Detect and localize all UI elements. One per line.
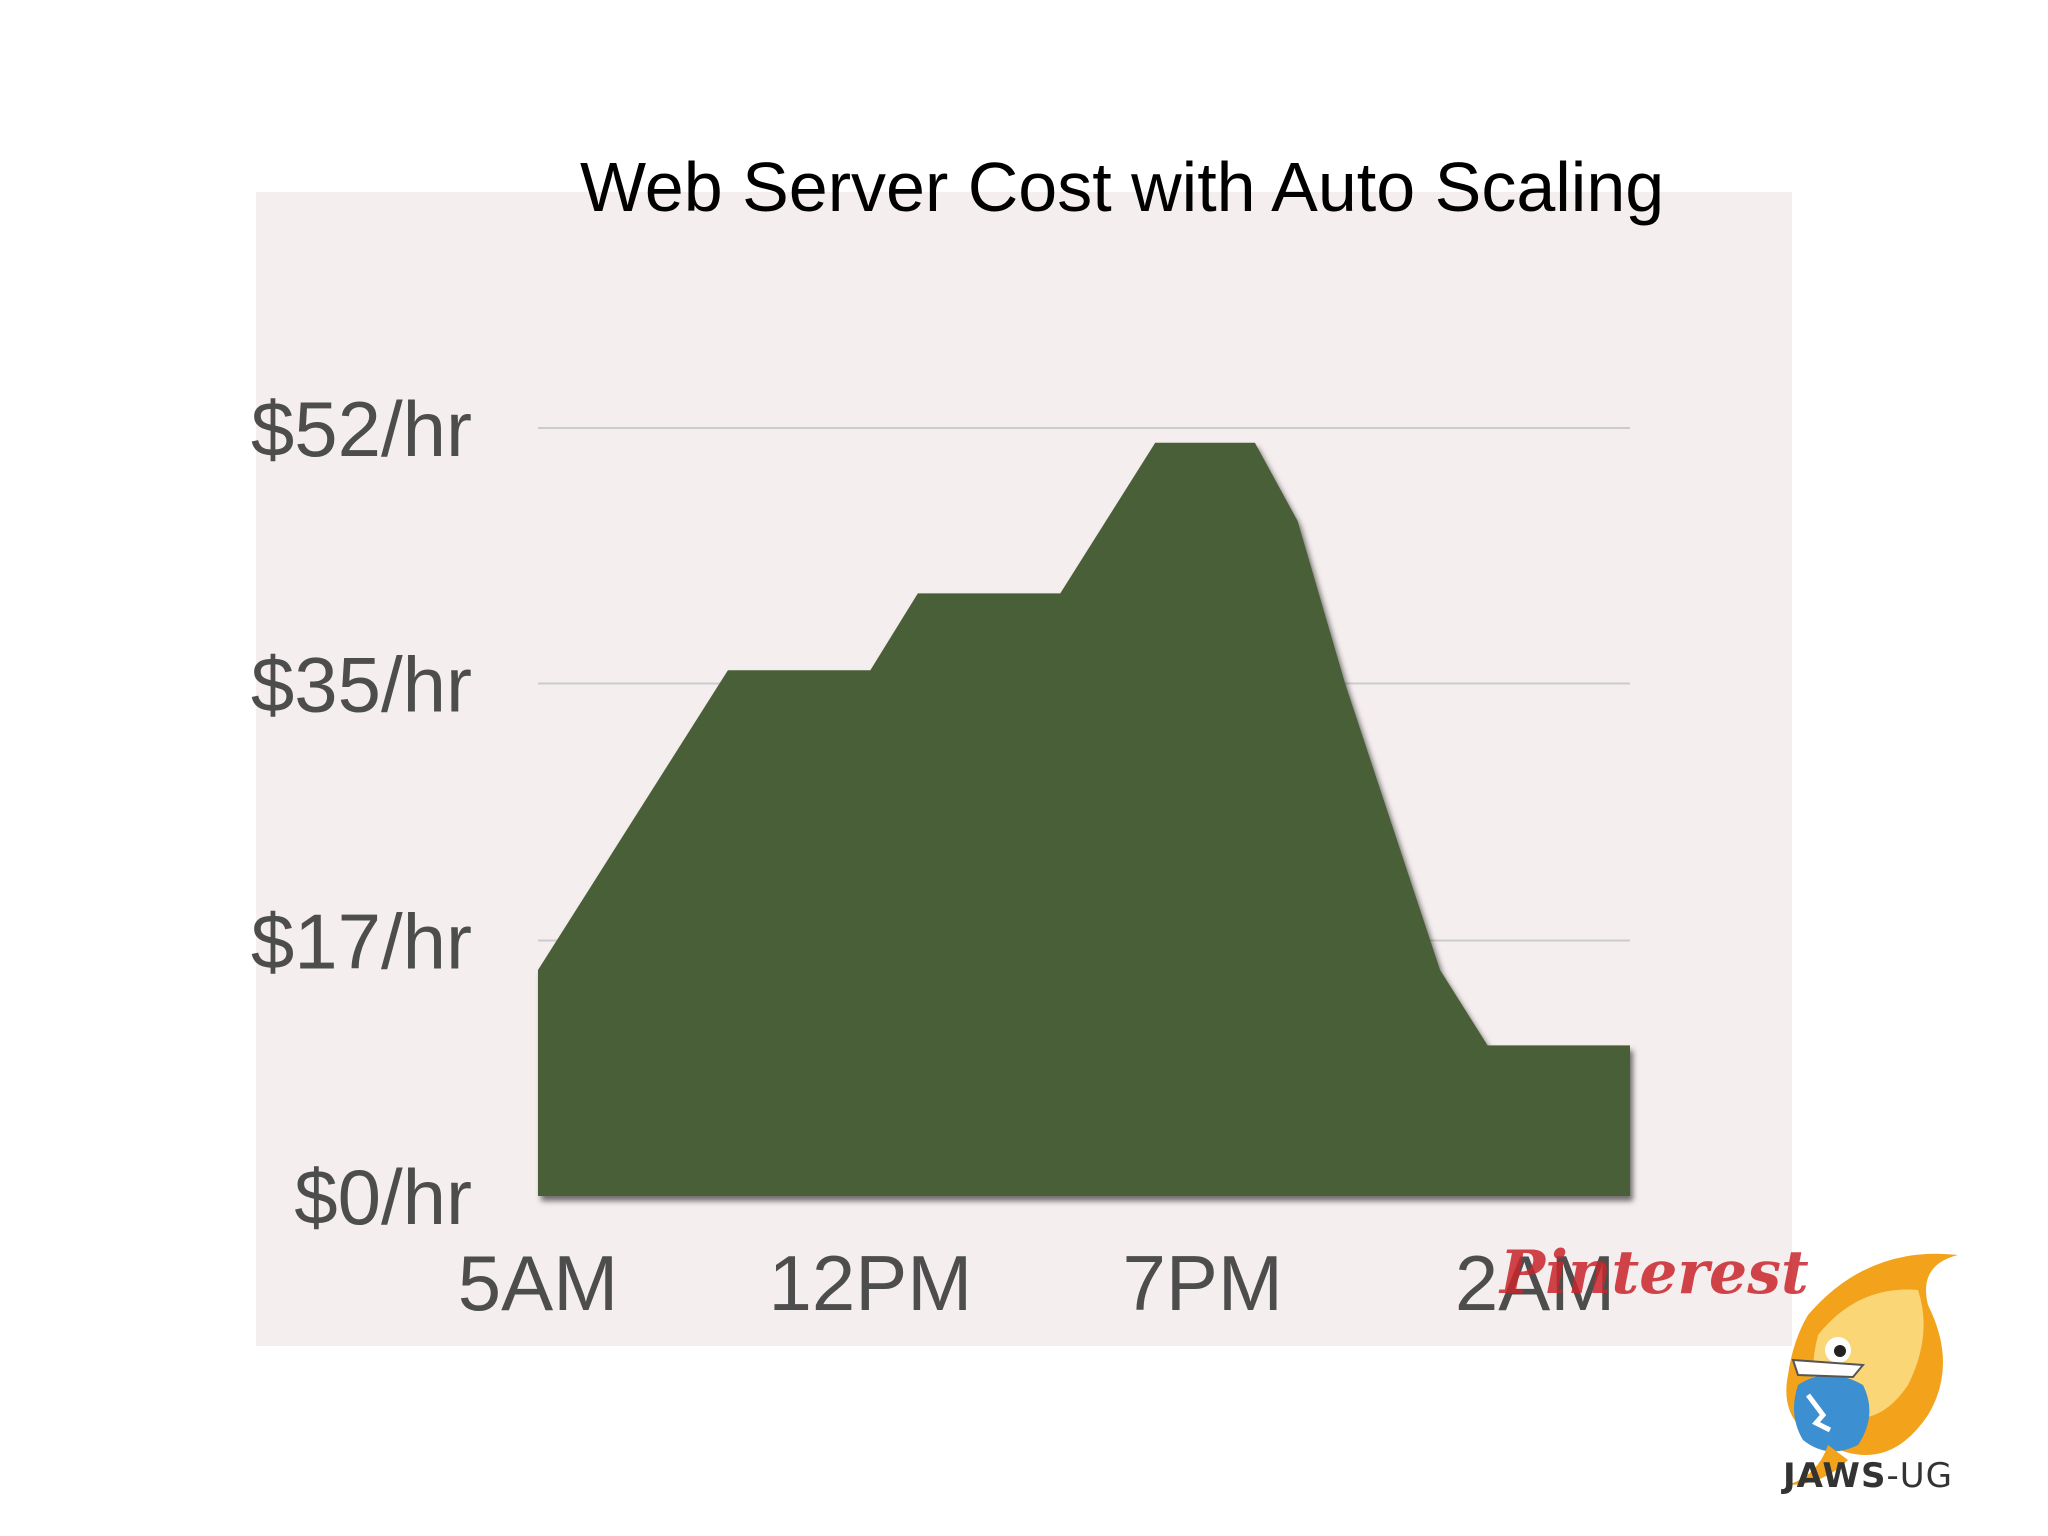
- x-tick-label: 2AM: [1455, 1239, 1615, 1327]
- y-tick-label: $17/hr: [251, 897, 472, 985]
- pinterest-watermark: Pinterest: [1500, 1238, 1809, 1308]
- x-tick-label: 12PM: [768, 1239, 972, 1327]
- y-tick-label: $52/hr: [251, 385, 472, 473]
- logo-text-suffix: -UG: [1886, 1456, 1953, 1496]
- logo-text-main: JAWS: [1783, 1456, 1887, 1496]
- y-tick-label: $35/hr: [251, 641, 472, 729]
- jaws-shark-logo-icon: [1786, 1253, 1958, 1485]
- area-series-0: [538, 442, 1630, 1196]
- x-tick-label: 5AM: [458, 1239, 618, 1327]
- slide-title: Web Server Cost with Auto Scaling: [580, 148, 1665, 226]
- x-tick-label: 7PM: [1123, 1239, 1283, 1327]
- y-tick-label: $0/hr: [294, 1153, 472, 1241]
- logo-text: JAWS-UG: [1783, 1456, 1953, 1496]
